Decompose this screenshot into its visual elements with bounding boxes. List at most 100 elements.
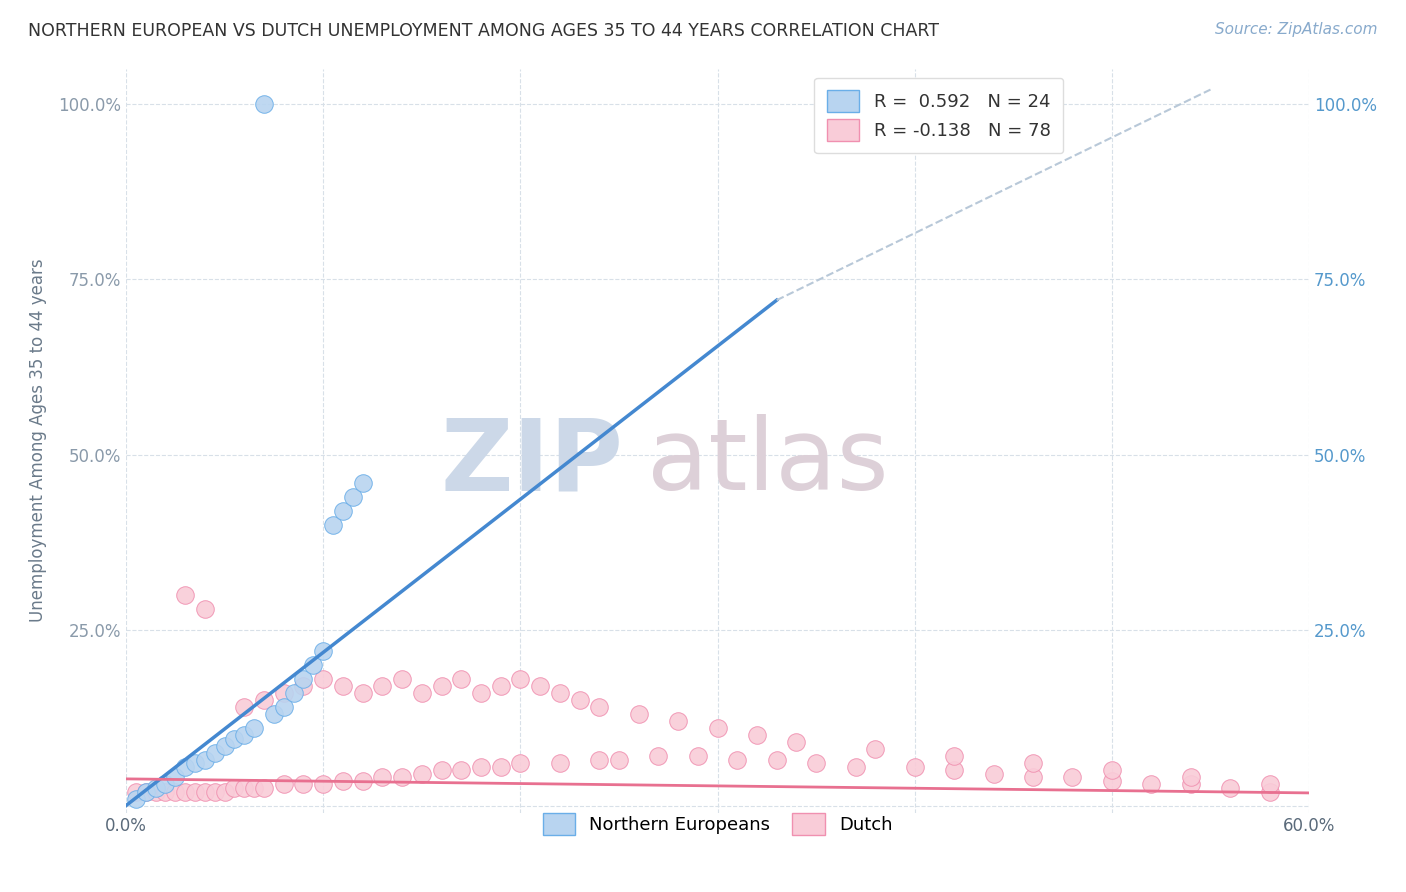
Point [292, 679, 315, 693]
Point [371, 771, 394, 785]
Point [1258, 777, 1281, 791]
Point [1180, 777, 1202, 791]
Legend: Northern Europeans, Dutch: Northern Europeans, Dutch [533, 805, 901, 845]
Point [292, 777, 315, 791]
Text: Source: ZipAtlas.com: Source: ZipAtlas.com [1215, 22, 1378, 37]
Point [253, 693, 276, 707]
Point [352, 475, 374, 490]
Point [1022, 756, 1045, 771]
Point [224, 731, 246, 746]
Point [135, 784, 157, 798]
Point [302, 658, 325, 673]
Point [411, 686, 433, 700]
Point [155, 784, 177, 798]
Point [135, 784, 157, 798]
Point [1101, 774, 1123, 789]
Point [509, 756, 531, 771]
Point [243, 722, 266, 736]
Point [312, 644, 335, 658]
Point [470, 686, 492, 700]
Point [194, 602, 217, 616]
Point [1219, 780, 1241, 795]
Point [283, 686, 305, 700]
Point [273, 700, 295, 714]
Point [332, 679, 354, 693]
Point [174, 588, 197, 602]
Point [184, 784, 207, 798]
Point [352, 774, 374, 789]
Point [1140, 777, 1163, 791]
Point [904, 760, 927, 774]
Point [450, 672, 472, 686]
Point [430, 764, 453, 778]
Point [214, 739, 236, 753]
Point [725, 753, 748, 767]
Point [263, 707, 285, 722]
Point [233, 780, 256, 795]
Point [666, 714, 689, 729]
Point [804, 756, 827, 771]
Point [489, 760, 512, 774]
Y-axis label: Unemployment Among Ages 35 to 44 years: Unemployment Among Ages 35 to 44 years [30, 259, 46, 623]
Point [647, 749, 669, 764]
Text: atlas: atlas [647, 415, 889, 511]
Point [332, 774, 354, 789]
Point [943, 764, 966, 778]
Point [785, 735, 807, 749]
Text: NORTHERN EUROPEAN VS DUTCH UNEMPLOYMENT AMONG AGES 35 TO 44 YEARS CORRELATION CH: NORTHERN EUROPEAN VS DUTCH UNEMPLOYMENT … [28, 22, 939, 40]
Point [194, 753, 217, 767]
Point [165, 784, 187, 798]
Point [145, 784, 167, 798]
Point [529, 679, 551, 693]
Point [391, 771, 413, 785]
Point [214, 784, 236, 798]
Point [312, 672, 335, 686]
Point [509, 672, 531, 686]
Point [165, 771, 187, 785]
Point [411, 767, 433, 781]
Point [332, 504, 354, 518]
Point [489, 679, 512, 693]
Point [253, 96, 276, 111]
Point [470, 760, 492, 774]
Point [548, 756, 571, 771]
Point [243, 780, 266, 795]
Point [1022, 771, 1045, 785]
Point [1258, 784, 1281, 798]
Point [312, 777, 335, 791]
Point [548, 686, 571, 700]
Point [125, 784, 148, 798]
Point [233, 700, 256, 714]
Point [273, 777, 295, 791]
Point [588, 700, 610, 714]
Point [627, 707, 650, 722]
Point [174, 784, 197, 798]
Point [706, 722, 728, 736]
Point [450, 764, 472, 778]
Point [865, 742, 887, 756]
Point [125, 791, 148, 805]
Point [430, 679, 453, 693]
Point [765, 753, 787, 767]
Point [607, 753, 630, 767]
Point [233, 728, 256, 742]
Point [568, 693, 591, 707]
Point [686, 749, 709, 764]
Point [352, 686, 374, 700]
Point [194, 784, 217, 798]
Point [204, 746, 226, 760]
Text: ZIP: ZIP [440, 415, 623, 511]
Point [322, 517, 344, 532]
Point [1062, 771, 1084, 785]
Point [391, 672, 413, 686]
Point [224, 780, 246, 795]
Point [174, 760, 197, 774]
Point [1101, 764, 1123, 778]
Point [845, 760, 868, 774]
Point [371, 679, 394, 693]
Point [145, 780, 167, 795]
Point [253, 780, 276, 795]
Point [745, 728, 768, 742]
Point [1180, 771, 1202, 785]
Point [184, 756, 207, 771]
